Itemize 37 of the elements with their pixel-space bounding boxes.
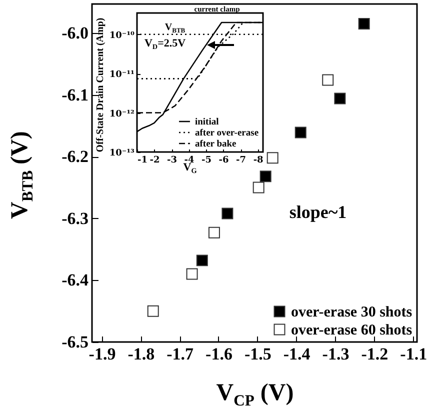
x-tick-label: -1 — [138, 156, 148, 166]
x-tick-label: -1.2 — [361, 344, 388, 364]
legend-label: initial — [195, 118, 220, 128]
x-tick-label: -1.8 — [128, 344, 155, 364]
y-tick-label: -6.0 — [62, 24, 88, 43]
x-tick-label: -1.4 — [283, 344, 311, 364]
x-tick-label: -3 — [167, 156, 178, 166]
x-tick-label: -1.3 — [322, 344, 350, 364]
y-tick-label: 10⁻¹¹ — [109, 70, 135, 80]
y-tick-label: 10⁻¹⁰ — [109, 30, 135, 41]
y-tick-label: -6.5 — [62, 332, 88, 352]
y-tick-label: -6.3 — [62, 208, 88, 228]
annotation: slope~1 — [289, 202, 347, 222]
legend-label: over-erase 30 shots — [291, 304, 412, 320]
x-tick-label: -1.5 — [244, 344, 272, 364]
ref-line-label: V$_{BTB}$ — [164, 22, 186, 34]
x-axis-title: V$_{G}$ — [183, 162, 197, 175]
annotation: V$_{D}$=2.5V — [144, 38, 186, 51]
x-tick-label: -5 — [202, 156, 212, 166]
x-axis-title: V$_{CP}$ (V) — [216, 380, 294, 409]
y-tick-label: 10⁻¹² — [109, 109, 135, 120]
y-tick-label: 10⁻¹³ — [109, 148, 135, 158]
x-tick-label: -6 — [218, 156, 229, 166]
x-tick-label: -2 — [150, 156, 160, 166]
x-tick-label: -1.7 — [166, 344, 194, 364]
legend-label: over-erase 60 shots — [291, 322, 412, 338]
y-tick-label: -6.1 — [62, 85, 88, 104]
y-axis-title: Off-State Drain Current (Amp) — [95, 18, 106, 152]
y-tick-label: -6.4 — [62, 270, 89, 290]
legend-label: after over-erase — [195, 128, 259, 138]
x-tick-label: -1.1 — [400, 344, 428, 364]
legend-label: after bake — [195, 140, 236, 150]
x-tick-label: -1.9 — [88, 344, 116, 364]
x-tick-label: -1.6 — [206, 344, 232, 364]
x-tick-label: -8 — [253, 156, 264, 166]
x-tick-label: -7 — [236, 156, 246, 166]
y-tick-label: -6.2 — [62, 147, 88, 166]
